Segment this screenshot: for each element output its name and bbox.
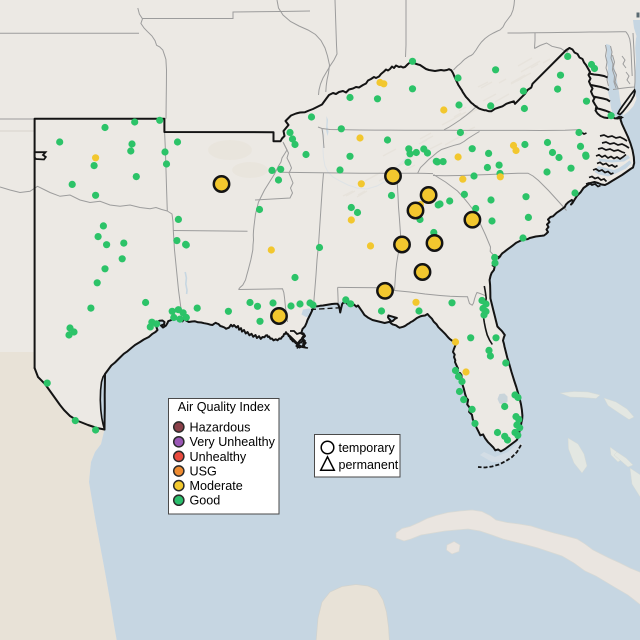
svg-text:Air Quality Index: Air Quality Index [178,400,271,414]
svg-text:Hazardous: Hazardous [190,420,251,434]
svg-text:Moderate: Moderate [190,479,243,493]
svg-text:Unhealthy: Unhealthy [190,450,247,464]
svg-text:permanent: permanent [339,458,399,472]
svg-text:Good: Good [190,494,221,508]
svg-text:Very Unhealthy: Very Unhealthy [190,435,276,449]
svg-text:temporary: temporary [339,441,396,455]
svg-text:USG: USG [190,464,217,478]
